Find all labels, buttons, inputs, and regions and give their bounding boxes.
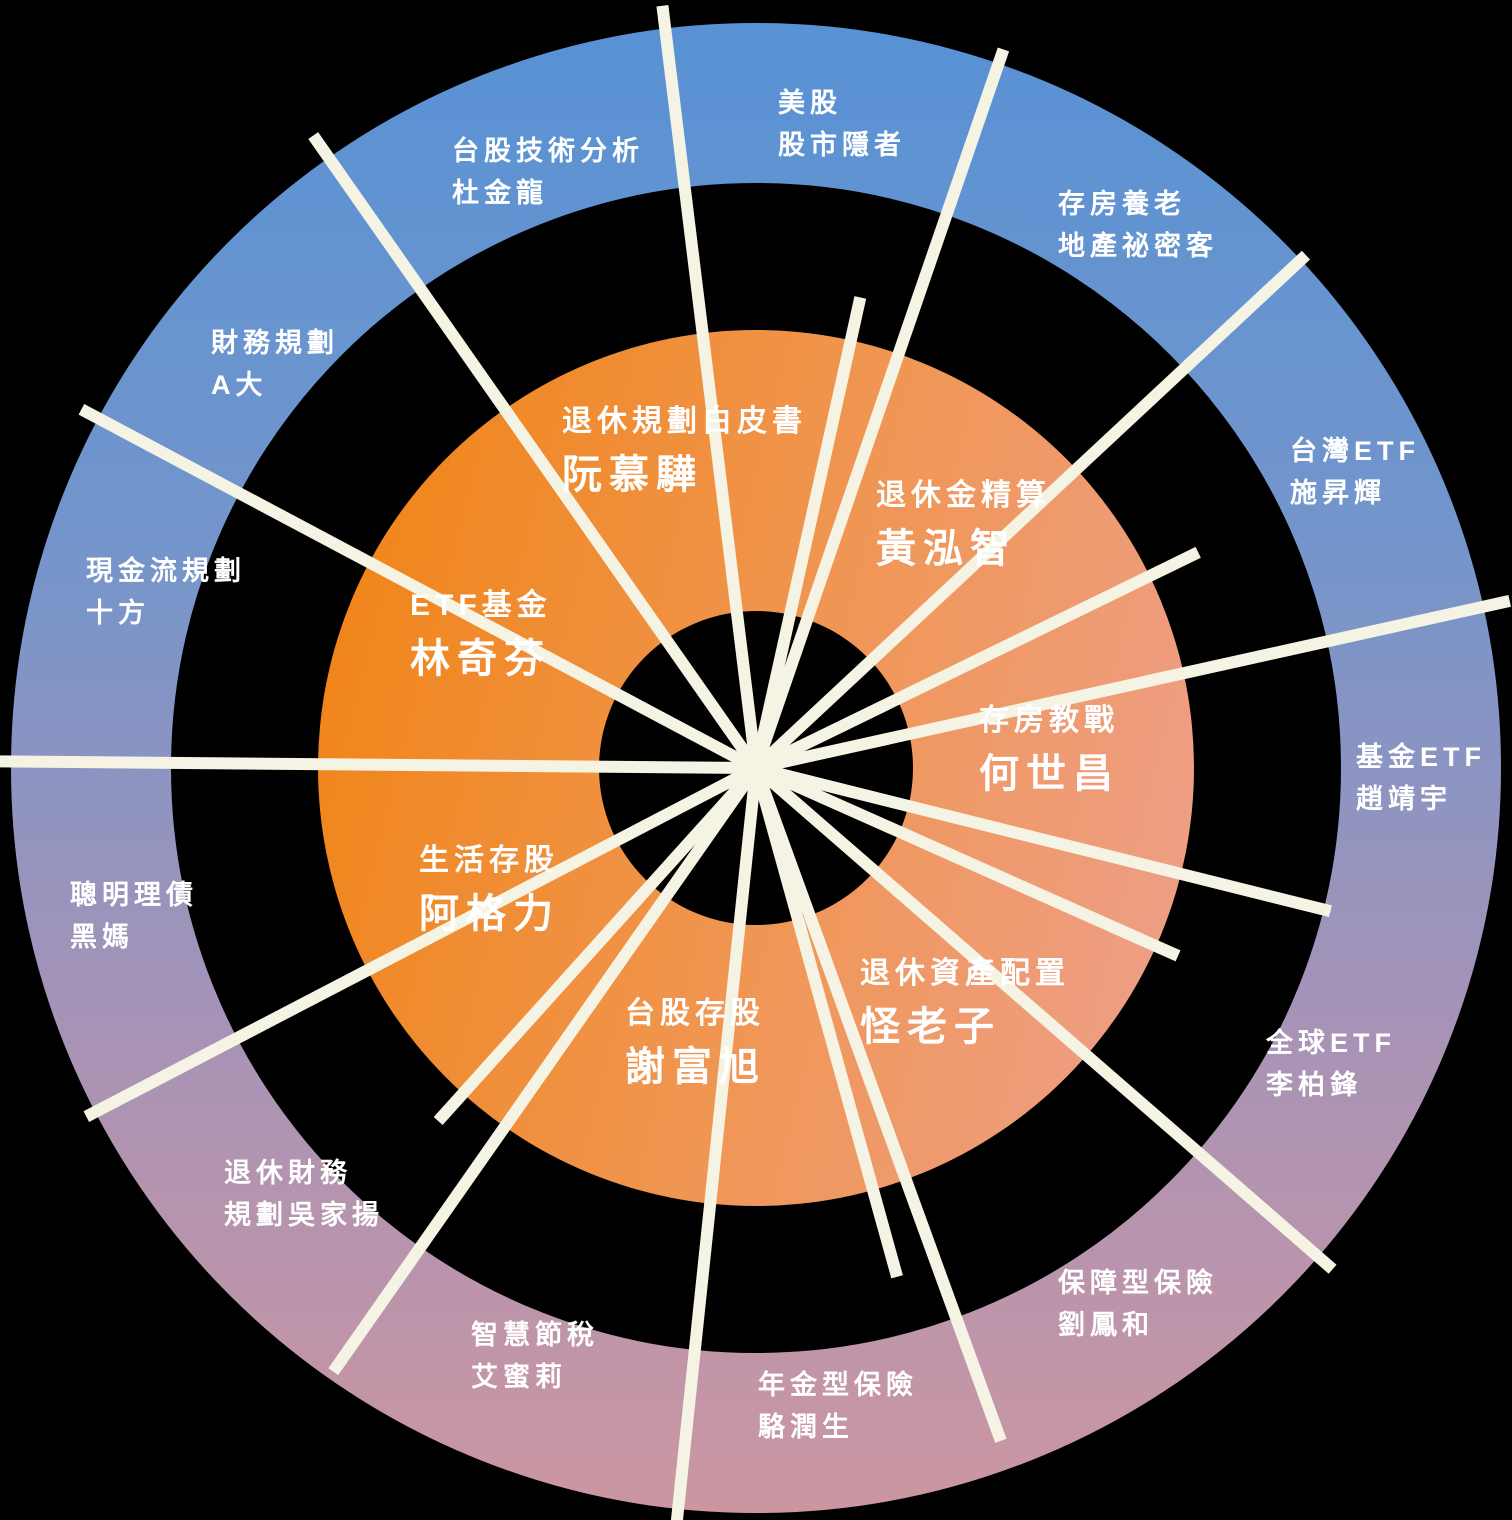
spoke-divider [751, 769, 1007, 1443]
outer-ring-label: 全球ETF 李柏鋒 [1266, 1022, 1396, 1106]
segment-person: 何世昌 [979, 752, 1120, 796]
outer-ring-label: 智慧節稅 艾蜜莉 [471, 1314, 599, 1398]
segment-person: 阮慕驊 [562, 453, 703, 497]
outer-ring-label: 聰明理債 黑媽 [70, 874, 198, 958]
inner-ring-label: 退休金精算 黃泓智 [876, 476, 1051, 574]
segment-person: 謝富旭 [625, 1045, 766, 1089]
spoke-divider [83, 764, 756, 1122]
spoke-divider [757, 764, 1181, 962]
segment-topic: 存房養老 [1058, 189, 1186, 219]
outer-ring-label: 存房養老 地產祕密客 [1058, 183, 1218, 267]
spoke-divider [670, 771, 762, 1520]
spoke-divider [78, 404, 756, 772]
segment-person: 施昇輝 [1290, 478, 1386, 508]
segment-person: 怪老子 [860, 1005, 1001, 1049]
inner-ring-label: ETF基金 林奇芬 [410, 586, 552, 684]
segment-person: 阿格力 [419, 892, 560, 936]
spoke-divider [656, 4, 762, 765]
segment-topic: 退休金精算 [876, 479, 1051, 512]
segment-person: 黑媽 [70, 922, 134, 952]
segment-topic: 退休財務 [224, 1158, 352, 1188]
inner-ring-label: 生活存股 阿格力 [419, 841, 560, 939]
segment-person: 杜金龍 [452, 178, 548, 208]
spoke-divider [433, 766, 758, 1126]
segment-person: 地產祕密客 [1058, 231, 1218, 261]
outer-ring-label: 年金型保險 駱潤生 [758, 1364, 918, 1448]
spoke-divider [0, 755, 753, 774]
segment-person: 艾蜜莉 [471, 1362, 567, 1392]
inner-ring-label: 存房教戰 何世昌 [979, 701, 1120, 799]
outer-ring-label: 現金流規劃 十方 [86, 550, 246, 634]
segment-topic: 保障型保險 [1058, 1268, 1218, 1298]
spoke-divider [754, 250, 1311, 770]
segment-topic: 財務規劃 [211, 328, 339, 358]
spoke-divider [751, 770, 903, 1279]
segment-topic: 基金ETF [1356, 742, 1486, 772]
segment-person: 黃泓智 [876, 527, 1017, 571]
inner-ring-label: 台股存股 謝富旭 [625, 994, 766, 1092]
segment-person: 十方 [86, 598, 150, 628]
segment-topic: 聰明理債 [70, 880, 198, 910]
spoke-divider [756, 546, 1201, 772]
spoke-divider [758, 595, 1511, 773]
spoke-divider [755, 766, 1337, 1274]
segment-person: 駱潤生 [758, 1412, 854, 1442]
inner-ring-label: 退休規劃白皮書 阮慕驊 [562, 402, 807, 500]
segment-person: 林奇芬 [410, 637, 551, 681]
segment-topic: 退休規劃白皮書 [562, 405, 807, 438]
segment-topic: 台股存股 [625, 997, 765, 1030]
outer-ring-label: 基金ETF 趙靖宇 [1356, 736, 1486, 820]
spoke-divider [758, 763, 1332, 918]
spoke-divider [751, 47, 1010, 767]
segment-topic: 台股技術分析 [452, 136, 644, 166]
outer-ring-label: 台股技術分析 杜金龍 [452, 130, 644, 214]
spoke-divider [328, 767, 759, 1376]
segment-topic: 台灣ETF [1290, 436, 1420, 466]
segment-topic: 存房教戰 [979, 704, 1119, 737]
segment-topic: 全球ETF [1266, 1028, 1396, 1058]
outer-ring-label: 退休財務 規劃吳家揚 [224, 1152, 384, 1236]
segment-topic: 年金型保險 [758, 1370, 918, 1400]
segment-person: 李柏鋒 [1266, 1070, 1362, 1100]
segment-topic: 智慧節稅 [471, 1320, 599, 1350]
segment-topic: 退休資產配置 [860, 957, 1070, 990]
spoke-divider [308, 132, 759, 769]
segment-person: 股市隱者 [778, 130, 906, 160]
outer-ring-label: 美股 股市隱者 [778, 82, 906, 166]
segment-person: 趙靖宇 [1356, 784, 1452, 814]
outer-ring-label: 保障型保險 劉鳳和 [1058, 1262, 1218, 1346]
segment-topic: 生活存股 [419, 844, 559, 877]
segment-person: 劉鳳和 [1058, 1310, 1154, 1340]
segment-topic: ETF基金 [410, 589, 552, 622]
outer-ring-label: 財務規劃 A大 [211, 322, 339, 406]
segment-person: A大 [211, 370, 268, 400]
outer-ring-label: 台灣ETF 施昇輝 [1290, 430, 1420, 514]
segment-topic: 美股 [778, 88, 842, 118]
segment-topic: 現金流規劃 [86, 556, 246, 586]
spoke-divider [751, 296, 867, 766]
inner-ring-label: 退休資產配置 怪老子 [860, 954, 1070, 1052]
hub-dot [740, 752, 772, 784]
segment-person: 規劃吳家揚 [224, 1200, 384, 1230]
